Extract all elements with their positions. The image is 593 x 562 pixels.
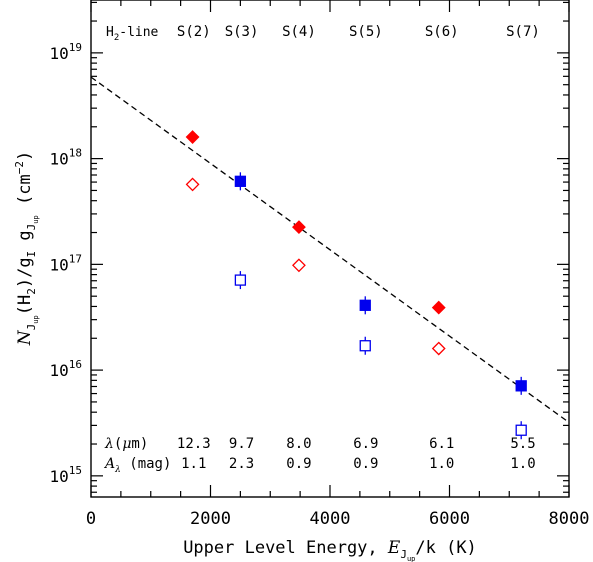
plot-frame [90,0,570,498]
x-tick-labels: 0 2000 4000 6000 8000 [86,509,590,529]
line-label: S(4) [282,24,316,40]
y-tick-label: 1019 [49,41,82,63]
extinction-row-label: Aλ (mag) [103,456,171,475]
filled-square-marker [234,175,247,187]
axis-ticks [90,0,570,497]
lambda-value: 5.5 [510,436,535,452]
y-axis-label: NJup(H2)/gI gJup (cm−2) [13,151,40,346]
extinction-value: 0.9 [286,456,311,472]
line-label: S(6) [425,24,459,40]
x-tick-label: 2000 [190,509,231,529]
line-label: S(2) [177,24,211,40]
filled-diamond-marker [431,300,446,315]
filled-diamond-marker [292,220,306,235]
x-tick-label: 4000 [310,509,351,529]
data-markers [185,130,527,440]
y-tick-label: 1015 [49,464,82,486]
open-square-marker [515,424,527,436]
lambda-value: 8.0 [286,436,311,452]
x-tick-label: 0 [86,509,96,529]
lambda-value: 6.1 [429,436,454,452]
extinction-value: 2.3 [229,456,254,472]
open-square-marker [234,274,247,286]
line-label: S(3) [225,24,259,40]
line-label: S(7) [506,24,540,40]
y-tick-labels: 1015 1016 1017 1018 1019 [49,41,82,486]
line-header: H2-line [106,25,159,43]
annotations: S(2) 12.3 1.1 S(3) 9.7 2.3 S(4) 8.0 0.9 S(5) 6.9 0.… [177,24,540,472]
lambda-value: 6.9 [353,436,378,452]
y-tick-label: 1017 [49,252,82,274]
filled-square-marker [515,380,527,392]
x-tick-label: 6000 [429,509,470,529]
line-label: S(5) [349,24,383,40]
extinction-value: 1.0 [429,456,454,472]
extinction-value: 0.9 [353,456,378,472]
fit-line [90,76,570,423]
filled-square-marker [359,299,371,311]
open-square-marker [359,340,371,352]
lambda-value: 9.7 [229,436,254,452]
open-diamond-marker [185,177,200,192]
x-axis-label: Upper Level Energy, EJup/k (K) [183,538,477,562]
extinction-value: 1.0 [510,456,535,472]
lambda-row-label: λ(μm) [104,436,148,452]
open-diamond-marker [431,341,446,356]
extinction-value: 1.1 [181,456,206,472]
lambda-value: 12.3 [177,436,211,452]
y-tick-label: 1016 [49,358,82,380]
filled-diamond-marker [185,130,200,144]
x-tick-label: 8000 [549,509,590,529]
y-tick-label: 1018 [49,147,82,169]
open-diamond-marker [292,258,306,273]
